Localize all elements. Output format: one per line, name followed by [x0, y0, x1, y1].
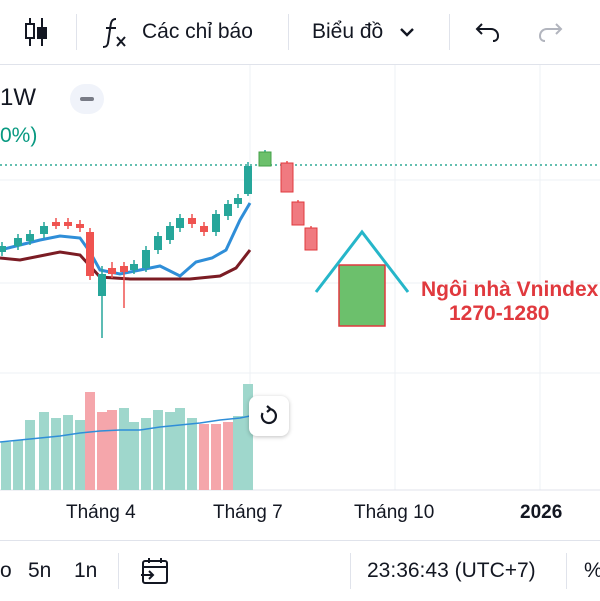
candle — [120, 262, 128, 308]
interval-label[interactable]: 1W — [0, 84, 36, 111]
candles-icon[interactable] — [22, 0, 50, 64]
candle — [14, 234, 22, 250]
bottom-divider — [566, 553, 567, 589]
time-axis-label: Tháng 4 — [66, 502, 136, 523]
top-toolbar: Các chỉ báo Biểu đồ — [0, 0, 600, 64]
volume-bar — [1, 442, 11, 490]
candle — [154, 232, 162, 254]
volume-bar — [141, 418, 151, 490]
range-1n-button[interactable]: 1n — [74, 559, 98, 582]
candle — [291, 200, 305, 226]
calendar-goto-icon[interactable] — [139, 541, 171, 601]
volume-bar — [233, 416, 243, 490]
chart-type-dropdown[interactable]: Biểu đồ — [312, 0, 417, 64]
candle — [304, 226, 318, 251]
candle — [64, 218, 72, 229]
candle — [200, 222, 208, 236]
candle — [166, 222, 174, 244]
fx-icon — [102, 18, 126, 48]
indicators-button[interactable]: Các chỉ báo — [100, 0, 253, 64]
candle — [224, 200, 232, 220]
volume-bar — [75, 420, 85, 490]
house-roof — [314, 229, 410, 293]
candle — [0, 242, 6, 256]
bottom-divider — [350, 553, 351, 589]
chart-type-label: Biểu đồ — [312, 20, 384, 43]
ma-dark-line — [0, 249, 252, 281]
candle — [280, 161, 294, 193]
indicators-label: Các chỉ báo — [142, 20, 253, 43]
reset-chart-button[interactable] — [249, 396, 289, 436]
bottom-toolbar: o 5n 1n 23:36:43 (UTC+7) % — [0, 540, 600, 601]
volume-bar — [211, 424, 221, 490]
candle — [188, 214, 196, 228]
chevron-down-icon — [400, 28, 415, 37]
redo-icon[interactable] — [536, 0, 564, 64]
candle — [26, 230, 34, 245]
volume-bars — [1, 384, 253, 490]
candle — [52, 218, 60, 229]
bottom-divider — [118, 553, 119, 589]
candle — [76, 220, 84, 232]
volume-bar — [25, 420, 35, 490]
house-body-zone — [338, 264, 386, 327]
candle — [234, 194, 242, 208]
volume-bar — [107, 410, 117, 490]
annotation-range: 1270-1280 — [449, 302, 550, 325]
volume-bar — [85, 392, 95, 490]
price-chart[interactable] — [0, 0, 600, 540]
candle — [258, 150, 272, 167]
toolbar-divider — [449, 14, 450, 50]
ma-blue-line — [0, 202, 252, 278]
volume-bar — [153, 410, 163, 490]
toolbar-divider — [76, 14, 77, 50]
time-axis-label: Tháng 10 — [354, 502, 435, 523]
candle — [244, 162, 252, 196]
volume-ma-line — [0, 415, 251, 443]
candle — [130, 260, 138, 274]
volume-bar — [223, 422, 233, 490]
toolbar-divider — [288, 14, 289, 50]
candle — [86, 228, 94, 280]
volume-bar — [165, 412, 175, 490]
toolbar-bottom-border — [0, 64, 600, 65]
candle — [142, 246, 150, 272]
candle — [176, 214, 184, 232]
minus-icon — [80, 97, 94, 101]
clock-timezone[interactable]: 23:36:43 (UTC+7) — [367, 559, 536, 582]
undo-icon[interactable] — [474, 0, 502, 64]
range-5n-button[interactable]: 5n — [28, 559, 52, 582]
collapse-legend-button[interactable] — [70, 84, 104, 114]
volume-bar — [39, 412, 49, 490]
time-axis-label-year: 2026 — [520, 502, 563, 523]
volume-bar — [175, 408, 185, 490]
time-axis-label: Tháng 7 — [213, 502, 283, 523]
volume-bar — [51, 418, 61, 490]
rotate-icon — [260, 405, 278, 425]
candlesticks — [0, 150, 318, 338]
volume-bar — [187, 418, 197, 490]
candle — [108, 262, 116, 278]
annotation-title: Ngôi nhà Vnindex — [421, 278, 599, 301]
volume-bar — [13, 440, 23, 490]
volume-bar — [199, 424, 209, 490]
volume-bar — [97, 412, 107, 490]
volume-bar — [119, 408, 129, 490]
range-button-partial[interactable]: o — [0, 559, 12, 582]
percent-scale-button[interactable]: % — [584, 541, 600, 601]
candle — [212, 210, 220, 236]
volume-bar — [129, 422, 139, 490]
candle — [98, 266, 106, 338]
volume-bar — [243, 384, 253, 490]
price-change-percent: 0%) — [0, 124, 38, 147]
candle — [40, 222, 48, 238]
volume-bar — [63, 415, 73, 490]
